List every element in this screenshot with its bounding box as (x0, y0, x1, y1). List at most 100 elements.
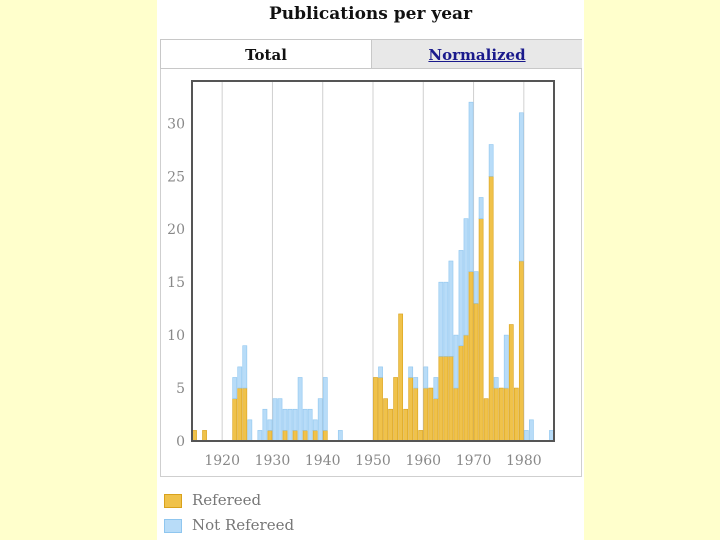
bar-not-refereed-1929 (267, 419, 273, 431)
bar-refereed-1951 (378, 377, 383, 442)
bar-not-refereed-1963 (438, 281, 444, 357)
bar-refereed-1974 (493, 387, 499, 442)
bar-not-refereed-1933 (287, 408, 293, 442)
bar-not-refereed-1928 (262, 408, 268, 442)
bar-not-refereed-1976 (503, 334, 509, 389)
bar-not-refereed-1965 (448, 260, 454, 357)
bar-not-refereed-1958 (413, 377, 419, 389)
y-tick-label-15: 15 (167, 275, 185, 291)
y-tick-label-25: 25 (167, 169, 185, 185)
bar-refereed-1970 (473, 303, 479, 442)
y-tick-label-20: 20 (167, 222, 185, 238)
bar-refereed-1969 (468, 271, 474, 442)
y-tick-label-30: 30 (167, 116, 185, 132)
legend-swatch-not-refereed (164, 519, 182, 533)
bar-not-refereed-1922 (232, 377, 238, 399)
bar-not-refereed-1981 (529, 419, 534, 442)
bar-not-refereed-1966 (453, 334, 459, 389)
bar-not-refereed-1937 (307, 408, 313, 442)
y-tick-label-0: 0 (176, 434, 185, 450)
bar-refereed-1916 (202, 430, 207, 442)
bar-not-refereed-1974 (493, 377, 499, 389)
bar-not-refereed-1957 (408, 366, 414, 378)
bar-refereed-1964 (443, 355, 449, 442)
bar-refereed-1958 (413, 387, 419, 442)
x-tick-label-1970: 1970 (456, 453, 492, 469)
y-tick-label-5: 5 (176, 381, 185, 397)
bar-not-refereed-1970 (473, 271, 479, 304)
view-tabs: Total Normalized (160, 39, 582, 69)
bar-refereed-1957 (408, 377, 414, 442)
y-tick-label-10: 10 (167, 328, 185, 344)
bar-refereed-1971 (478, 218, 484, 442)
bar-not-refereed-1924 (242, 345, 248, 389)
bar-refereed-1973 (488, 175, 494, 442)
publications-panel: Publications per year Total Normalized 0… (157, 0, 584, 540)
bar-refereed-1968 (463, 334, 469, 442)
bar-refereed-1978 (513, 387, 519, 442)
bar-not-refereed-1939 (317, 398, 323, 442)
tab-normalized[interactable]: Normalized (371, 40, 582, 68)
plot-frame (191, 80, 555, 442)
bar-refereed-1963 (438, 355, 444, 442)
bar-not-refereed-1940 (322, 377, 328, 431)
bar-refereed-1972 (483, 398, 489, 442)
x-tick-label-1980: 1980 (506, 453, 542, 469)
bar-refereed-1924 (242, 387, 248, 442)
bar-refereed-1979 (518, 260, 524, 442)
x-tick-label-1940: 1940 (305, 453, 341, 469)
bar-refereed-1960 (423, 387, 429, 442)
bar-refereed-1940 (322, 430, 328, 442)
bar-refereed-1952 (383, 398, 388, 442)
x-tick-label-1930: 1930 (255, 453, 291, 469)
bar-not-refereed-1964 (443, 281, 449, 357)
bar-refereed-1955 (398, 313, 404, 442)
bar-not-refereed-1968 (463, 218, 469, 336)
bar-not-refereed-1951 (378, 366, 383, 378)
bar-not-refereed-1979 (518, 112, 524, 262)
bar-not-refereed-1927 (257, 430, 263, 442)
bar-refereed-1959 (418, 430, 424, 442)
bar-refereed-1977 (508, 324, 514, 442)
bar-not-refereed-1934 (292, 408, 298, 431)
bar-not-refereed-1969 (468, 101, 474, 272)
bar-refereed-1954 (393, 377, 398, 442)
bar-not-refereed-1973 (488, 144, 494, 177)
legend-label-refereed: Refereed (192, 491, 262, 509)
bar-not-refereed-1923 (237, 366, 243, 389)
chart-frame: 0 5 10 15 20 25 30 1920 1930 1940 1950 1960 1970 1980 (160, 69, 582, 477)
bar-not-refereed-1967 (458, 250, 464, 347)
bar-not-refereed-1943 (337, 430, 343, 442)
legend-label-not-refereed: Not Refereed (192, 516, 295, 534)
publications-bar-chart: 0 5 10 15 20 25 30 1920 1930 1940 1950 1960 1970 1980 (167, 80, 555, 469)
bar-not-refereed-1931 (277, 398, 283, 442)
bar-not-refereed-1938 (312, 419, 318, 431)
bar-refereed-1914 (192, 430, 197, 442)
x-tick-label-1950: 1950 (355, 453, 391, 469)
bar-refereed-1956 (403, 408, 409, 442)
bar-not-refereed-1962 (433, 377, 439, 399)
bar-not-refereed-1925 (247, 419, 253, 442)
bar-refereed-1967 (458, 345, 464, 442)
tab-total[interactable]: Total (161, 40, 371, 68)
bar-refereed-1965 (448, 355, 454, 442)
bar-refereed-1923 (237, 387, 243, 442)
bar-not-refereed-1932 (282, 408, 288, 431)
bar-refereed-1932 (282, 430, 288, 442)
bar-refereed-1961 (428, 387, 434, 442)
bar-not-refereed-1936 (302, 408, 308, 431)
bar-refereed-1962 (433, 398, 439, 442)
bar-refereed-1938 (312, 430, 318, 442)
bar-refereed-1934 (292, 430, 298, 442)
bar-not-refereed-1960 (423, 366, 429, 389)
bar-not-refereed-1985 (549, 430, 554, 442)
bar-refereed-1929 (267, 430, 273, 442)
bar-refereed-1975 (498, 387, 504, 442)
bar-refereed-1922 (232, 398, 238, 442)
bar-not-refereed-1930 (272, 398, 278, 442)
bar-refereed-1953 (388, 408, 393, 442)
chart-title: Publications per year (268, 4, 473, 24)
bar-refereed-1966 (453, 387, 459, 442)
bar-refereed-1976 (503, 387, 509, 442)
bar-refereed-1936 (302, 430, 308, 442)
